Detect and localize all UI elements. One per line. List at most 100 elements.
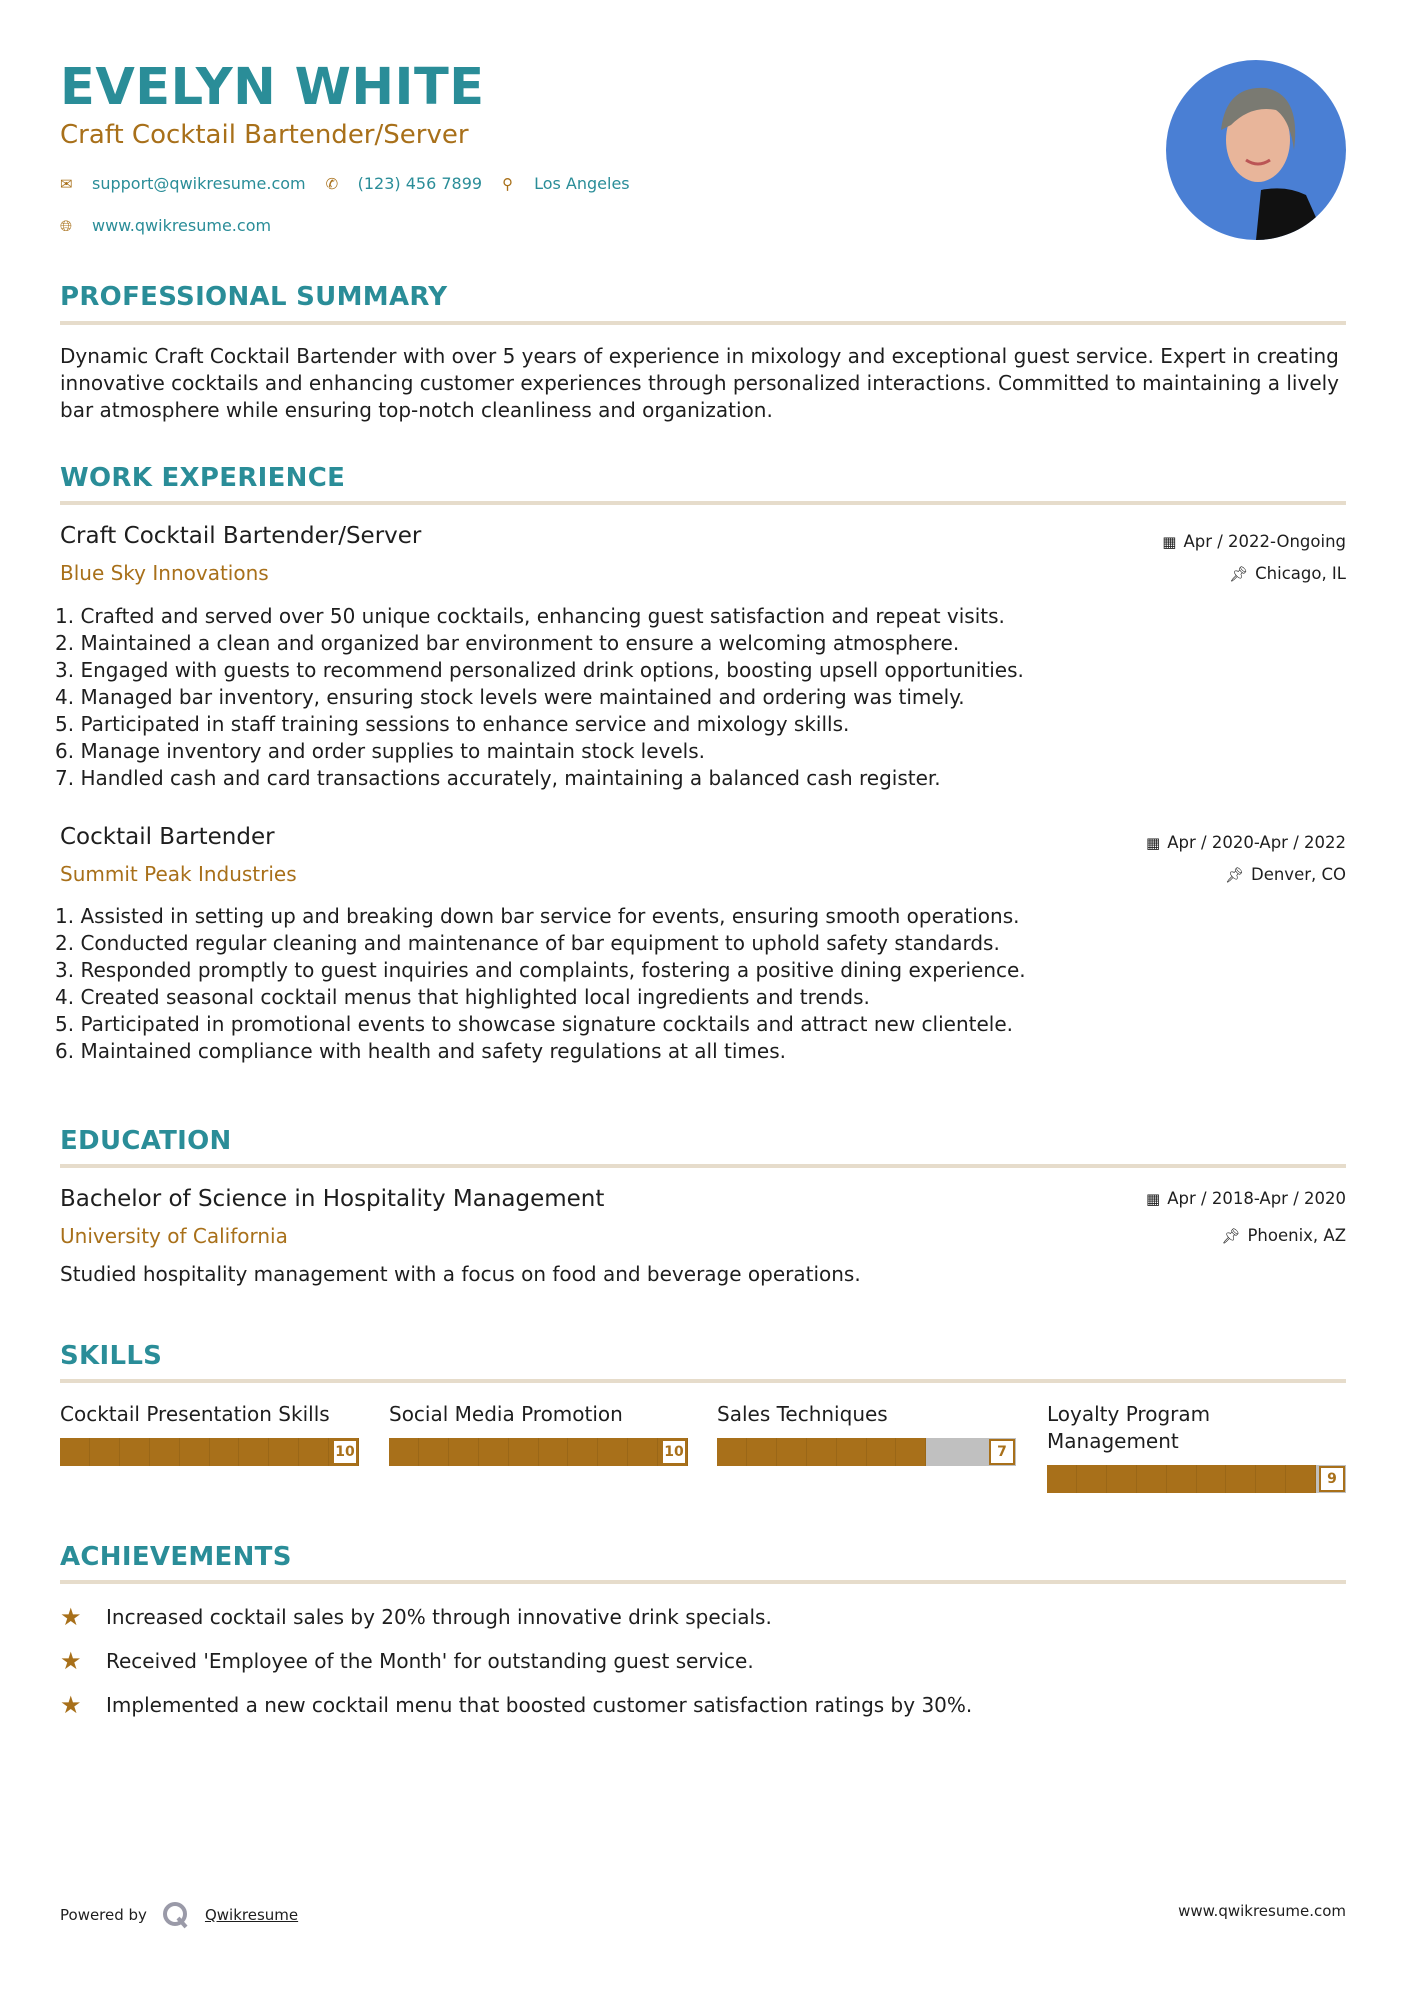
email-link[interactable]: support@qwikresume.com [92, 174, 306, 193]
skill-level-number: 10 [661, 1439, 687, 1465]
skill-segment [1256, 1465, 1287, 1493]
skill-item: Social Media Promotion 10 [389, 1401, 689, 1466]
achievement-text: Increased cocktail sales by 20% through … [106, 1605, 772, 1629]
skill-segment [539, 1438, 569, 1466]
skill-item: Sales Techniques 7 [717, 1401, 1016, 1466]
skill-segment [628, 1438, 659, 1466]
job-title: Craft Cocktail Bartender/Server [60, 523, 422, 549]
skill-segment [120, 1438, 150, 1466]
skill-segment [1167, 1465, 1197, 1493]
website-row: 🌐︎ www.qwikresume.com [60, 216, 271, 235]
job-dates-text: Apr / 2020-Apr / 2022 [1167, 833, 1346, 852]
bullet: 3. Engaged with guests to recommend pers… [55, 658, 1024, 682]
section-divider [60, 501, 1346, 505]
star-icon: ★ [60, 1647, 82, 1675]
skill-segment [509, 1438, 539, 1466]
skill-name: Sales Techniques [717, 1402, 888, 1426]
profile-photo [1166, 60, 1346, 240]
job-company: Blue Sky Innovations [60, 561, 269, 585]
education-location: 📌︎ Phoenix, AZ [1221, 1226, 1346, 1245]
skill-segment [568, 1438, 599, 1466]
job-dates: ▦ Apr / 2020-Apr / 2022 [1146, 833, 1346, 852]
skill-segment [449, 1438, 479, 1466]
phone-text: (123) 456 7899 [357, 174, 483, 193]
pushpin-icon: 📌︎ [1221, 1227, 1241, 1245]
education-location-text: Phoenix, AZ [1247, 1226, 1346, 1245]
bullet: 1. Crafted and served over 50 unique coc… [55, 604, 1005, 628]
skill-segment [239, 1438, 270, 1466]
calendar-icon: ▦ [1162, 533, 1177, 551]
footer-powered-by: Powered by Qwikresume [60, 1900, 298, 1930]
skill-segment [1137, 1465, 1167, 1493]
globe-icon: 🌐︎ [60, 216, 73, 235]
candidate-name: EVELYN WHITE [60, 58, 485, 117]
skill-level-bar: 10 [389, 1438, 689, 1466]
section-divider [60, 1164, 1346, 1168]
job-bullets: 1. Crafted and served over 50 unique coc… [55, 603, 1024, 792]
bullet: 5. Participated in promotional events to… [55, 1012, 1013, 1036]
skill-segment [837, 1438, 867, 1466]
skill-segment [1226, 1465, 1257, 1493]
skill-segment [1107, 1465, 1137, 1493]
achievement-text: Implemented a new cocktail menu that boo… [106, 1693, 973, 1717]
skill-segment [1286, 1465, 1317, 1493]
bullet: 4. Managed bar inventory, ensuring stock… [55, 685, 965, 709]
job-location: 📌︎ Denver, CO [1225, 865, 1346, 884]
skill-segment [269, 1438, 300, 1466]
skill-segment [867, 1438, 897, 1466]
skill-name: Loyalty Program Management [1047, 1402, 1211, 1453]
contact-row: ✉ support@qwikresume.com ✆ (123) 456 789… [60, 174, 630, 193]
bullet: 1. Assisted in setting up and breaking d… [55, 904, 1020, 928]
bullet: 7. Handled cash and card transactions ac… [55, 766, 941, 790]
job-dates-text: Apr / 2022-Ongoing [1183, 532, 1346, 551]
skill-segment [896, 1438, 927, 1466]
section-heading-achievements: ACHIEVEMENTS [60, 1542, 292, 1572]
powered-by-text: Powered by [60, 1906, 147, 1924]
skill-segment [419, 1438, 449, 1466]
skill-level-bar: 10 [60, 1438, 360, 1466]
section-heading-experience: WORK EXPERIENCE [60, 463, 346, 493]
achievement-item: ★ Received 'Employee of the Month' for ou… [60, 1647, 754, 1675]
job-dates: ▦ Apr / 2022-Ongoing [1162, 532, 1346, 551]
envelope-icon: ✉ [60, 174, 73, 193]
section-heading-education: EDUCATION [60, 1126, 232, 1156]
job-title: Cocktail Bartender [60, 824, 275, 850]
website-link[interactable]: www.qwikresume.com [92, 216, 272, 235]
map-pin-icon: ⚲ [502, 174, 514, 193]
education-dates: ▦ Apr / 2018-Apr / 2020 [1146, 1189, 1346, 1208]
skill-segment [777, 1438, 807, 1466]
skill-segment [389, 1438, 419, 1466]
skill-item: Cocktail Presentation Skills 10 [60, 1401, 360, 1466]
skill-segment [329, 1438, 360, 1466]
star-icon: ★ [60, 1691, 82, 1719]
skill-segment [1197, 1465, 1227, 1493]
section-divider [60, 1580, 1346, 1584]
qwikresume-link[interactable]: Qwikresume [204, 1906, 299, 1924]
star-icon: ★ [60, 1603, 82, 1631]
candidate-role: Craft Cocktail Bartender/Server [60, 120, 469, 150]
skill-level-fill [1047, 1465, 1317, 1493]
skill-segment [1077, 1465, 1107, 1493]
skill-item: Loyalty Program Management 9 [1047, 1401, 1346, 1493]
summary-text: Dynamic Craft Cocktail Bartender with ov… [60, 344, 1340, 422]
education-dates-text: Apr / 2018-Apr / 2020 [1167, 1189, 1346, 1208]
skill-level-fill [717, 1438, 927, 1466]
skill-segment [299, 1438, 330, 1466]
skill-level-fill [60, 1438, 360, 1466]
bullet: 4. Created seasonal cocktail menus that … [55, 985, 870, 1009]
section-heading-summary: PROFESSIONAL SUMMARY [60, 282, 448, 312]
job-location-text: Chicago, IL [1255, 564, 1346, 583]
bullet: 5. Participated in staff training sessio… [55, 712, 850, 736]
skill-level-fill [389, 1438, 689, 1466]
skill-segment [807, 1438, 837, 1466]
skill-level-number: 9 [1319, 1466, 1345, 1492]
footer-site[interactable]: www.qwikresume.com [1178, 1902, 1346, 1920]
bullet: 2. Maintained a clean and organized bar … [55, 631, 960, 655]
section-divider [60, 1379, 1346, 1383]
skill-segment [717, 1438, 747, 1466]
bullet: 2. Conducted regular cleaning and mainte… [55, 931, 1000, 955]
pushpin-icon: 📌︎ [1224, 866, 1244, 884]
job-company: Summit Peak Industries [60, 862, 297, 886]
skill-segment [180, 1438, 210, 1466]
calendar-icon: ▦ [1146, 834, 1161, 852]
